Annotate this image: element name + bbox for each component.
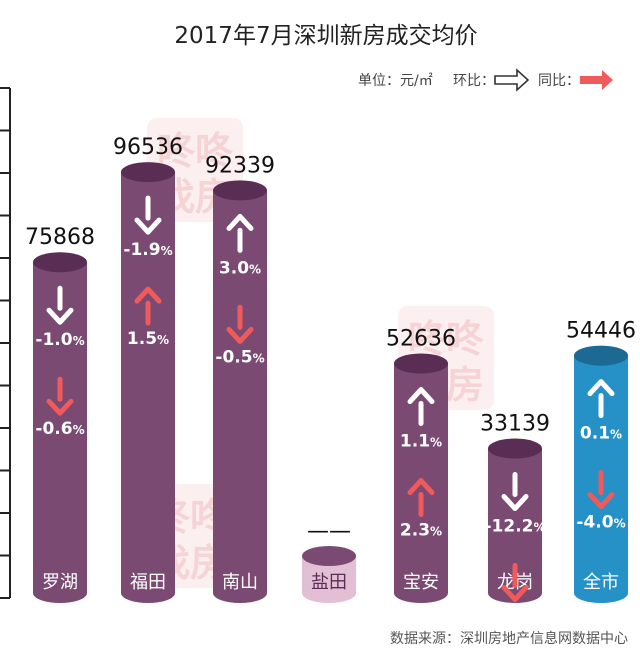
bar-body: [121, 172, 175, 604]
unit-label: 单位：元/㎡: [358, 73, 433, 89]
arrow-up-icon: [587, 379, 615, 419]
bar-3: 92339 南山 3.0% -0.5%: [205, 153, 275, 603]
mom-change-label: -1.9%: [123, 240, 172, 260]
category-label: 罗湖: [42, 572, 78, 593]
value-label: 52636: [386, 327, 456, 352]
arrow-down-icon: [134, 195, 162, 235]
bar-2: 96536 福田 -1.9% 1.5%: [113, 135, 183, 604]
arrow-down-icon: [46, 376, 74, 416]
category-label: 宝安: [403, 572, 439, 593]
value-label: 54446: [566, 319, 636, 344]
category-label: 全市: [583, 572, 619, 593]
yoy-change-label: 1.5%: [127, 329, 169, 349]
mom-change-label: 3.0%: [219, 258, 261, 278]
bar-top: [121, 162, 175, 183]
yoy-change-label: -0.5%: [215, 347, 264, 367]
yoy-change-label: 2.3%: [400, 521, 442, 541]
bar-4: —— 盐田: [302, 519, 356, 603]
yoy-change-label: -0.6%: [35, 419, 84, 439]
value-label: 75868: [25, 225, 95, 250]
mom-change-label: 1.1%: [400, 432, 442, 452]
value-label: 96536: [113, 135, 183, 160]
arrow-down-icon: [587, 470, 615, 510]
legend-yoy-label: 同比：: [538, 73, 580, 89]
bar-top: [394, 353, 448, 374]
mom-change-label: 0.1%: [580, 424, 622, 444]
arrow-down-icon: [46, 285, 74, 325]
bar-1: 75868 罗湖 -1.0% -0.6%: [25, 225, 95, 603]
legend: 单位：元/㎡ 环比： 同比：: [358, 68, 613, 92]
bar-body: [488, 448, 542, 603]
legend-yoy-arrow-icon: [580, 70, 613, 90]
yoy-change-label: -20.5%: [484, 606, 545, 626]
value-label: ——: [307, 519, 351, 544]
y-axis: [0, 87, 11, 599]
arrow-up-icon: [407, 478, 435, 518]
arrow-up-icon: [407, 387, 435, 427]
value-label: 92339: [205, 153, 275, 178]
watermark-line-1: 咚咚: [157, 129, 234, 173]
chart-title: 2017年7月深圳新房成交均价: [174, 23, 477, 49]
bar-top: [302, 546, 356, 566]
arrow-down-icon: [501, 472, 529, 512]
source-note: 数据来源：深圳房地产信息网数据中心: [390, 630, 628, 647]
arrow-up-icon: [134, 286, 162, 326]
yoy-change-label: -4.0%: [576, 513, 625, 533]
bar-7: 54446 全市 0.1% -4.0%: [566, 319, 636, 603]
mom-change-label: -1.0%: [35, 330, 84, 350]
arrow-down-icon: [226, 304, 254, 344]
mom-change-label: -12.2%: [484, 517, 545, 537]
category-label: 盐田: [311, 572, 347, 593]
bar-5: 52636 宝安 1.1% 2.3%: [386, 327, 456, 603]
bar-body: [213, 190, 267, 603]
category-label: 南山: [222, 572, 258, 593]
bar-body: [302, 556, 356, 603]
bar-top: [33, 252, 87, 273]
arrow-down-icon: [501, 563, 529, 603]
arrow-up-icon: [226, 213, 254, 253]
bar-top: [213, 180, 267, 201]
legend-mom-arrow-icon: [494, 68, 530, 92]
legend-mom-label: 环比：: [453, 73, 495, 89]
bar-top: [574, 345, 628, 366]
bar-top: [488, 438, 542, 459]
category-label: 福田: [130, 572, 166, 593]
value-label: 33139: [480, 412, 550, 437]
bar-body: [33, 262, 87, 603]
bars: 75868 罗湖 -1.0% -0.6% 96536 福田 -1.9% 1.5% 92339 南山…: [25, 135, 636, 625]
bar-6: 33139龙岗-12.2%-20.5%: [480, 412, 550, 626]
